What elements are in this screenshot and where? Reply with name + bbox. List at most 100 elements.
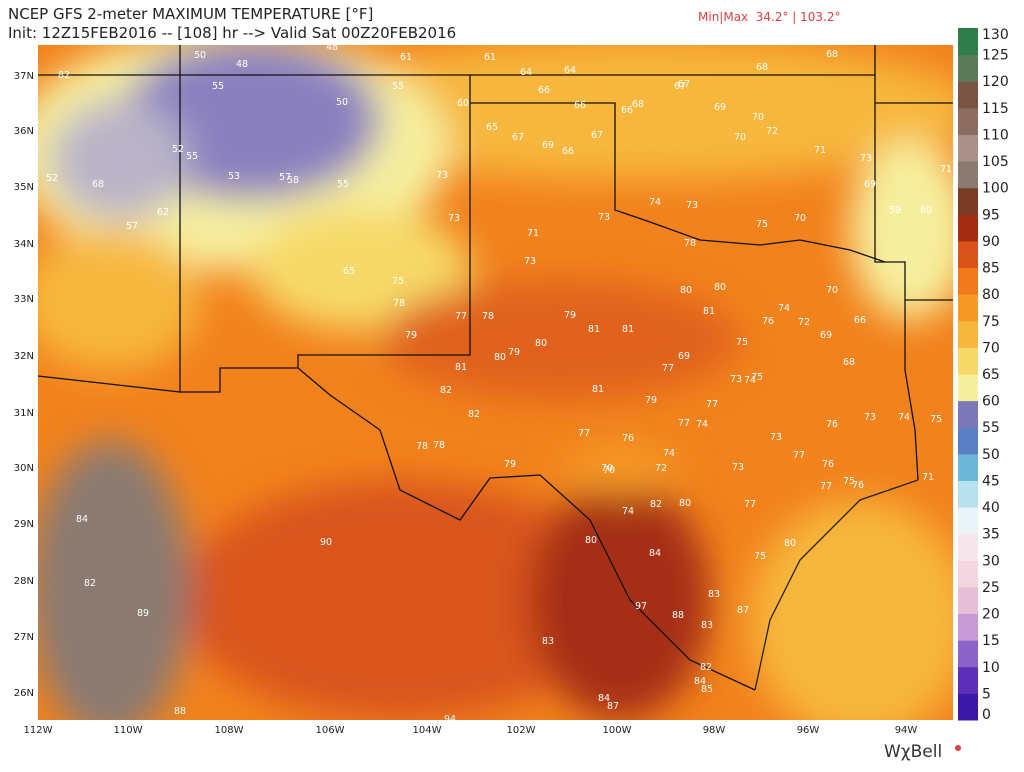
station-temp: 66 — [574, 100, 586, 111]
station-temp: 75 — [754, 551, 766, 562]
lat-label: 28N — [14, 576, 34, 587]
station-temp: 83 — [701, 620, 713, 631]
lat-label: 37N — [14, 71, 34, 82]
station-temp: 73 — [524, 256, 536, 267]
station-temp: 52 — [46, 173, 58, 184]
colorbar-segment — [958, 586, 978, 615]
station-temp: 79 — [405, 330, 417, 341]
station-temp: 73 — [732, 462, 744, 473]
station-temp: 79 — [564, 310, 576, 321]
station-temp: 69 — [542, 140, 554, 151]
station-temp: 81 — [588, 324, 600, 335]
station-temp: 70 — [794, 213, 806, 224]
station-temp: 73 — [860, 153, 872, 164]
colorbar-tick-label: 5 — [982, 686, 991, 702]
station-temp: 76 — [826, 419, 838, 430]
station-temp: 61 — [484, 52, 496, 63]
colorbar-tick-label: 15 — [982, 633, 1000, 649]
station-temp: 74 — [649, 197, 661, 208]
colorbar-segment — [958, 693, 978, 721]
station-temp: 75 — [930, 414, 942, 425]
station-temp: 77 — [744, 499, 756, 510]
station-temp: 77 — [578, 428, 590, 439]
station-temp: 65 — [486, 122, 498, 133]
station-temp: 74 — [898, 412, 910, 423]
station-temp: 77 — [455, 311, 467, 322]
colorbar-tick-label: 125 — [982, 48, 1009, 64]
colorbar-tick-label: 120 — [982, 74, 1009, 90]
station-temp: 84 — [649, 548, 661, 559]
station-temp: 70 — [601, 463, 613, 474]
station-temp: 87 — [607, 701, 619, 712]
colorbar-tick-label: 25 — [982, 580, 1000, 596]
station-temp: 84 — [76, 514, 88, 525]
station-temp: 71 — [940, 164, 952, 175]
colorbar-segment — [958, 640, 978, 668]
lat-label: 32N — [14, 351, 34, 362]
station-temp: 82 — [468, 409, 480, 420]
lat-label: 34N — [14, 239, 34, 250]
station-temp: 72 — [766, 126, 778, 137]
colorbar-segment — [958, 400, 978, 428]
station-temp: 74 — [622, 506, 634, 517]
station-temp: 80 — [784, 538, 796, 549]
station-temp: 69 — [714, 102, 726, 113]
lat-label: 29N — [14, 519, 34, 530]
colorbar-segment — [958, 28, 978, 56]
colorbar-segment — [958, 81, 978, 109]
station-temp: 72 — [798, 317, 810, 328]
station-temp: 79 — [508, 347, 520, 358]
colorbar-tick-label: 105 — [982, 154, 1009, 170]
station-temp: 67 — [674, 81, 686, 92]
station-temp: 83 — [542, 636, 554, 647]
station-temp: 50 — [194, 50, 206, 61]
station-temp: 83 — [708, 589, 720, 600]
lon-label: 106W — [316, 725, 345, 736]
station-temp: 82 — [84, 578, 96, 589]
station-temp: 55 — [392, 81, 404, 92]
station-temp: 80 — [535, 338, 547, 349]
colorbar-tick-label: 35 — [982, 527, 1000, 543]
station-temp: 90 — [320, 537, 332, 548]
colorbar-tick-label: 65 — [982, 367, 1000, 383]
colorbar-tick-label: 130 — [982, 27, 1009, 43]
lon-label: 96W — [797, 725, 820, 736]
station-temp: 64 — [564, 65, 576, 76]
logo-dot — [955, 745, 961, 751]
colorbar-tick-label: 80 — [982, 287, 1000, 303]
station-temp: 71 — [814, 145, 826, 156]
lat-label: 26N — [14, 688, 34, 699]
station-temp: 73 — [686, 200, 698, 211]
station-temp: 69 — [864, 179, 876, 190]
station-temp: 76 — [762, 316, 774, 327]
title: NCEP GFS 2-meter MAXIMUM TEMPERATURE [°F… — [8, 5, 373, 23]
station-temp: 75 — [756, 219, 768, 230]
colorbar-segment — [958, 374, 978, 402]
station-temp: 73 — [770, 432, 782, 443]
station-temp: 67 — [591, 130, 603, 141]
colorbar-segment — [958, 54, 978, 82]
station-temp: 78 — [393, 298, 405, 309]
station-temp: 62 — [157, 207, 169, 218]
colorbar-tick-label: 55 — [982, 420, 1000, 436]
station-temp: 76 — [822, 459, 834, 470]
station-temp: 94 — [444, 714, 456, 725]
colorbar-tick-label: 30 — [982, 553, 1000, 569]
station-temp: 78 — [482, 311, 494, 322]
lon-label: 98W — [703, 725, 726, 736]
colorbar-segment — [958, 187, 978, 215]
colorbar-tick-label: 70 — [982, 340, 1000, 356]
station-temp: 60 — [457, 98, 469, 109]
station-temp: 57 — [126, 221, 138, 232]
station-temp: 73 — [448, 213, 460, 224]
colorbar-tick-label: 95 — [982, 207, 1000, 223]
station-temp: 97 — [635, 601, 647, 612]
station-temp: 81 — [622, 324, 634, 335]
station-temp: 82 — [700, 662, 712, 673]
station-temp: 55 — [186, 151, 198, 162]
colorbar-tick-label: 20 — [982, 607, 1000, 623]
colorbar-segment — [958, 453, 978, 481]
station-temp: 57 — [279, 172, 291, 183]
lat-label: 33N — [14, 294, 34, 305]
